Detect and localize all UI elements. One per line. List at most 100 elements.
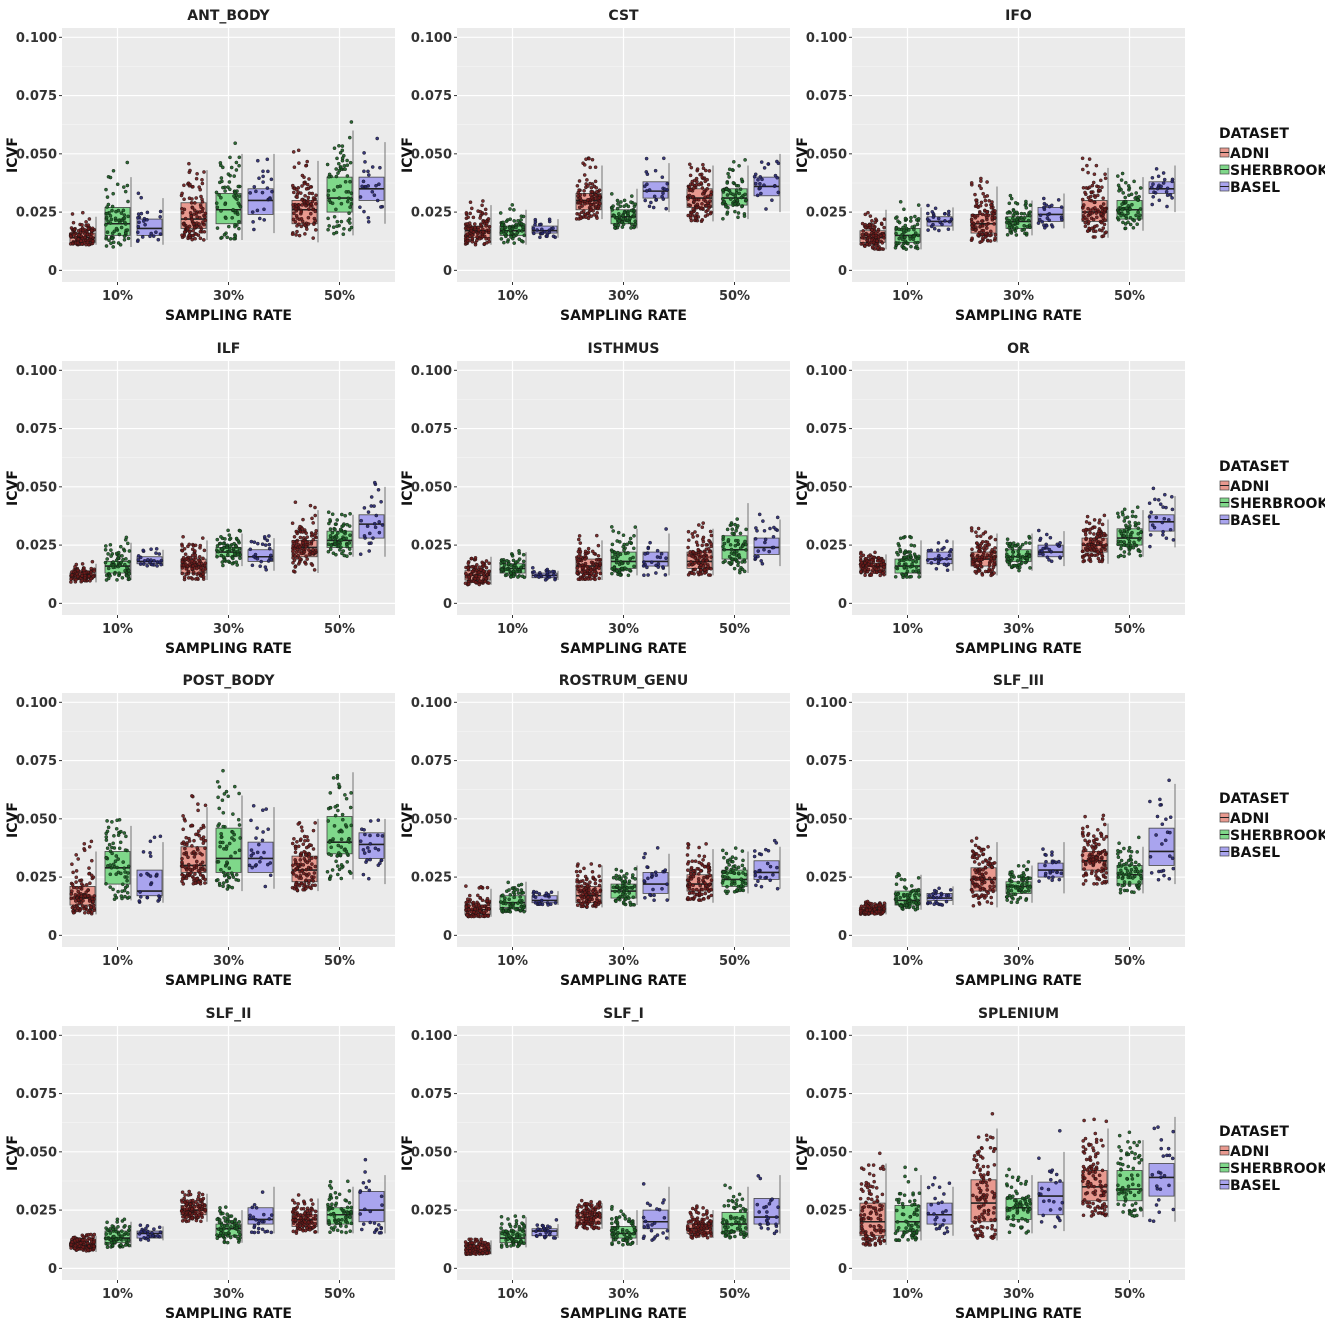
data-point-sherbrooke xyxy=(220,548,223,551)
data-point-adni xyxy=(80,223,83,226)
data-point-adni xyxy=(1087,543,1090,546)
data-point-sherbrooke xyxy=(340,830,343,833)
data-point-adni xyxy=(201,220,204,223)
data-point-basel xyxy=(254,837,257,840)
data-point-sherbrooke xyxy=(341,818,344,821)
data-point-basel xyxy=(361,185,364,188)
data-point-adni xyxy=(297,149,300,152)
data-point-sherbrooke xyxy=(123,895,126,898)
data-point-basel xyxy=(1163,517,1166,520)
data-point-sherbrooke xyxy=(118,847,121,850)
data-point-adni xyxy=(204,839,207,842)
data-point-adni xyxy=(202,575,205,578)
data-point-adni xyxy=(481,562,484,565)
data-point-basel xyxy=(551,570,554,573)
data-point-adni xyxy=(195,860,198,863)
data-point-sherbrooke xyxy=(121,576,124,579)
data-point-basel xyxy=(151,563,154,566)
data-point-sherbrooke xyxy=(235,561,238,564)
data-point-adni xyxy=(306,839,309,842)
data-point-basel xyxy=(756,194,759,197)
panel-ifo: 00.0250.0500.0750.10010%30%50%IFOSAMPLIN… xyxy=(795,8,1185,324)
data-point-adni xyxy=(594,166,597,169)
data-point-sherbrooke xyxy=(237,818,240,821)
data-point-adni xyxy=(697,548,700,551)
x-tick-label: 30% xyxy=(213,289,244,304)
data-point-adni xyxy=(696,544,699,547)
data-point-adni xyxy=(872,234,875,237)
data-point-adni xyxy=(701,544,704,547)
data-point-sherbrooke xyxy=(514,908,517,911)
data-point-adni xyxy=(988,554,991,557)
data-point-adni xyxy=(314,202,317,205)
data-point-adni xyxy=(71,212,74,215)
data-point-basel xyxy=(1038,218,1041,221)
data-point-adni xyxy=(876,563,879,566)
data-point-sherbrooke xyxy=(126,200,129,203)
data-point-adni xyxy=(689,174,692,177)
data-point-sherbrooke xyxy=(237,227,240,230)
data-point-adni xyxy=(309,504,312,507)
data-point-adni xyxy=(308,853,311,856)
data-point-adni xyxy=(867,563,870,566)
data-point-sherbrooke xyxy=(723,548,726,551)
data-point-adni xyxy=(308,192,311,195)
data-point-sherbrooke xyxy=(115,227,118,230)
data-point-basel xyxy=(363,833,366,836)
data-point-basel xyxy=(1157,498,1160,501)
data-point-adni xyxy=(993,546,996,549)
data-point-sherbrooke xyxy=(239,205,242,208)
data-point-sherbrooke xyxy=(233,237,236,240)
data-point-sherbrooke xyxy=(110,866,113,869)
data-point-adni xyxy=(1087,558,1090,561)
data-point-basel xyxy=(374,847,377,850)
data-point-sherbrooke xyxy=(234,142,237,145)
data-point-basel xyxy=(267,828,270,831)
data-point-sherbrooke xyxy=(221,769,224,772)
data-point-adni xyxy=(576,566,579,569)
data-point-adni xyxy=(291,233,294,236)
data-point-sherbrooke xyxy=(1026,551,1029,554)
data-point-adni xyxy=(91,240,94,243)
data-point-adni xyxy=(478,909,481,912)
data-point-sherbrooke xyxy=(336,185,339,188)
data-point-sherbrooke xyxy=(126,879,129,882)
data-point-adni xyxy=(196,172,199,175)
data-point-basel xyxy=(362,210,365,213)
data-point-adni xyxy=(690,166,693,169)
data-point-sherbrooke xyxy=(723,542,726,545)
data-point-adni xyxy=(191,206,194,209)
data-point-adni xyxy=(1096,553,1099,556)
data-point-sherbrooke xyxy=(615,557,618,560)
data-point-sherbrooke xyxy=(1123,529,1126,532)
data-point-sherbrooke xyxy=(894,232,897,235)
data-point-sherbrooke xyxy=(223,559,226,562)
data-point-basel xyxy=(371,190,374,193)
data-point-sherbrooke xyxy=(1134,521,1137,524)
data-point-basel xyxy=(142,563,145,566)
data-point-sherbrooke xyxy=(897,542,900,545)
data-point-basel xyxy=(146,558,149,561)
data-point-adni xyxy=(75,869,78,872)
data-point-sherbrooke xyxy=(333,528,336,531)
data-point-adni xyxy=(860,561,863,564)
data-point-adni xyxy=(979,204,982,207)
data-point-sherbrooke xyxy=(1010,197,1013,200)
data-point-sherbrooke xyxy=(501,221,504,224)
data-point-adni xyxy=(1104,208,1107,211)
data-point-sherbrooke xyxy=(729,543,732,546)
data-point-adni xyxy=(198,562,201,565)
data-point-adni xyxy=(71,906,74,909)
data-point-adni xyxy=(301,174,304,177)
data-point-adni xyxy=(312,879,315,882)
data-point-adni xyxy=(702,522,705,525)
data-point-sherbrooke xyxy=(107,220,110,223)
data-point-sherbrooke xyxy=(912,560,915,563)
data-point-sherbrooke xyxy=(1124,524,1127,527)
data-point-sherbrooke xyxy=(1117,211,1120,214)
data-point-sherbrooke xyxy=(228,156,231,159)
data-point-sherbrooke xyxy=(503,900,506,903)
panel-ilf: 00.0250.0500.0750.10010%30%50%ILFSAMPLIN… xyxy=(5,341,395,657)
data-point-adni xyxy=(201,210,204,213)
